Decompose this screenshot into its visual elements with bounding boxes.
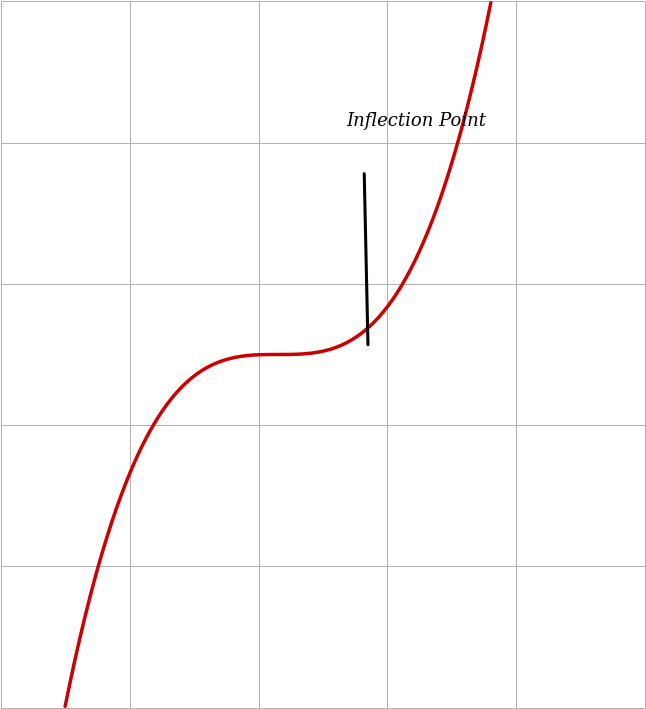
Text: Inflection Point: Inflection Point bbox=[346, 113, 486, 130]
